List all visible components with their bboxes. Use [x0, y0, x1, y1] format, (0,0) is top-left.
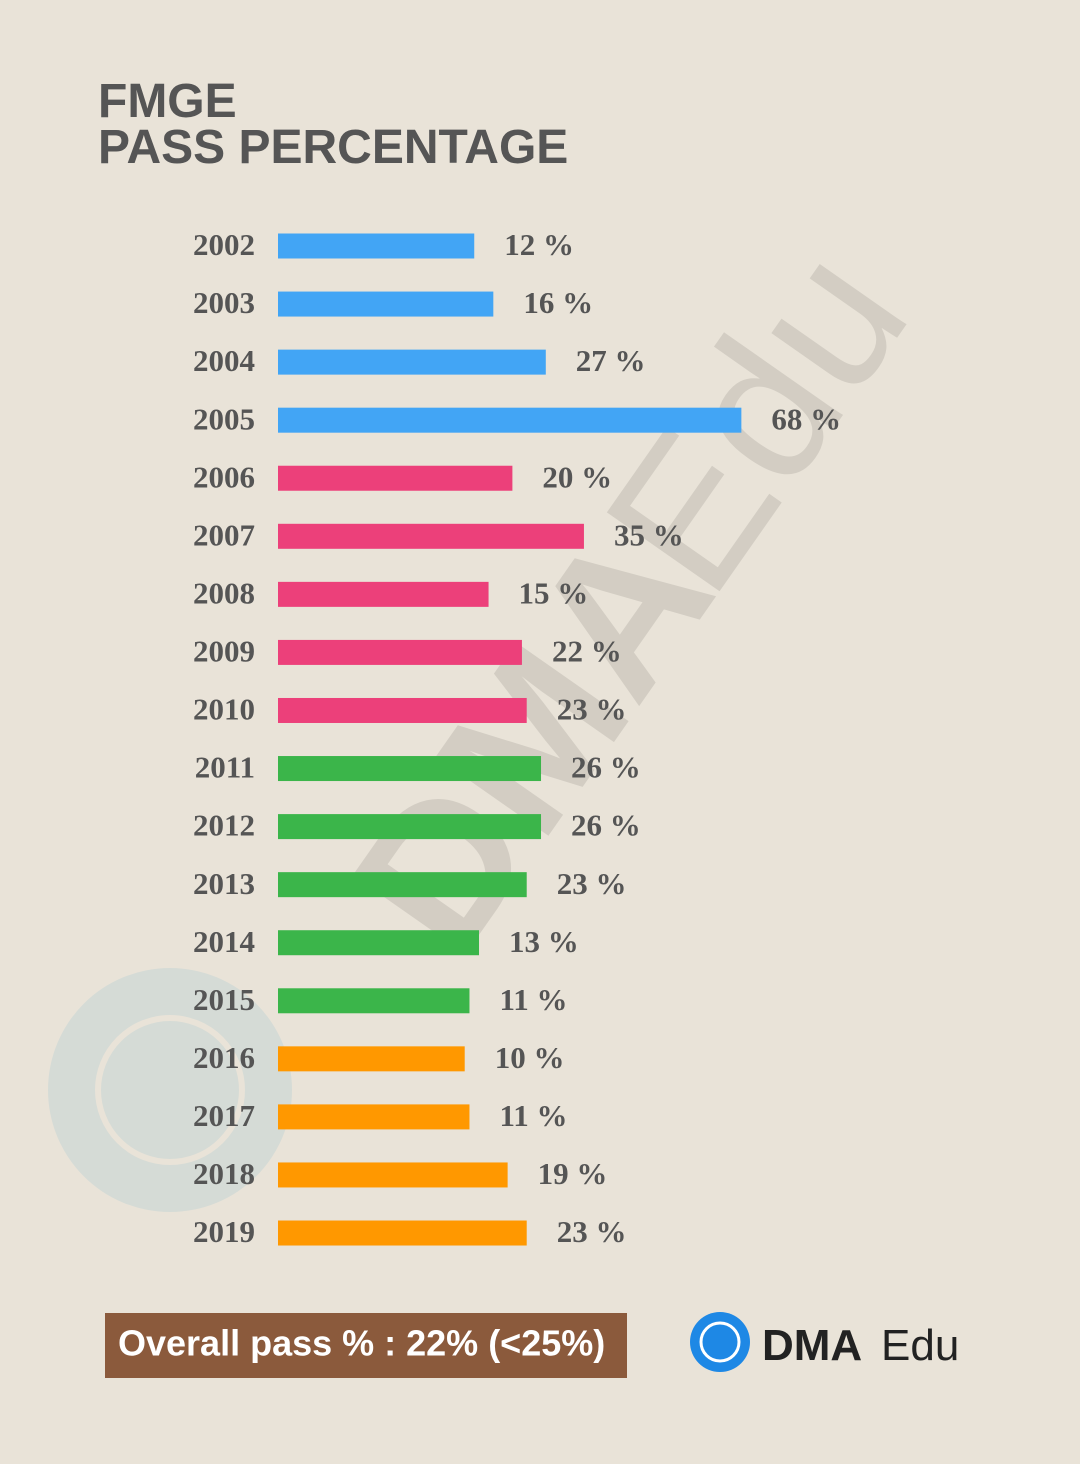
y-tick-label: 2004	[193, 343, 255, 378]
y-tick-label: 2018	[193, 1156, 255, 1191]
bar	[278, 639, 522, 665]
y-tick-label: 2012	[193, 808, 255, 843]
watermark-circle	[48, 968, 292, 1212]
y-tick-label: 2006	[193, 459, 255, 494]
chart-title: FMGE	[98, 75, 237, 128]
y-tick-label: 2002	[193, 227, 255, 262]
bar	[278, 1046, 465, 1072]
value-label: 23 %	[557, 1214, 627, 1249]
y-tick-label: 2007	[193, 517, 255, 552]
y-tick-label: 2017	[193, 1098, 255, 1133]
bar	[278, 1104, 470, 1130]
bar	[278, 697, 527, 723]
logo-bold: DMA	[762, 1321, 862, 1370]
value-label: 20 %	[542, 459, 612, 494]
y-tick-label: 2005	[193, 401, 255, 436]
y-tick-label: 2013	[193, 866, 255, 901]
value-label: 12 %	[504, 227, 574, 262]
watermark-ring	[95, 1015, 245, 1165]
bar	[278, 349, 546, 375]
value-label: 19 %	[538, 1156, 608, 1191]
annotation: Overall pass % : 22% (<25%)	[118, 1323, 605, 1364]
y-tick-label: 2016	[193, 1040, 255, 1075]
y-tick-label: 2003	[193, 285, 255, 320]
value-label: 11 %	[499, 982, 567, 1017]
value-label: 11 %	[499, 1098, 567, 1133]
bar	[278, 756, 542, 782]
value-label: 23 %	[557, 692, 627, 727]
value-label: 35 %	[614, 517, 684, 552]
annotation-box	[105, 1313, 627, 1378]
value-label: 68 %	[771, 401, 841, 436]
bar	[278, 988, 470, 1014]
y-tick-label: 2010	[193, 692, 255, 727]
bar	[278, 523, 584, 549]
value-label: 26 %	[571, 750, 641, 785]
bar	[278, 465, 513, 491]
bar	[278, 407, 742, 433]
value-label: 26 %	[571, 808, 641, 843]
bar	[278, 233, 475, 259]
value-label: 16 %	[523, 285, 593, 320]
bar	[278, 1220, 527, 1246]
y-tick-label: 2015	[193, 982, 255, 1017]
value-label: 13 %	[509, 924, 579, 959]
y-tick-label: 2008	[193, 575, 255, 610]
y-tick-label: 2009	[193, 634, 255, 669]
y-tick-label: 2019	[193, 1214, 255, 1249]
bar	[278, 930, 480, 956]
bar	[278, 291, 494, 317]
bar	[278, 814, 542, 840]
value-label: 23 %	[557, 866, 627, 901]
y-tick-label: 2014	[193, 924, 255, 959]
logo-icon	[690, 1312, 750, 1372]
value-label: 10 %	[495, 1040, 565, 1075]
value-label: 22 %	[552, 634, 622, 669]
y-tick-label: 2011	[195, 750, 255, 785]
value-label: 27 %	[576, 343, 646, 378]
value-label: 15 %	[519, 575, 589, 610]
bar	[278, 1162, 508, 1188]
logo-light: Edu	[881, 1321, 959, 1370]
bar	[278, 872, 527, 898]
logo-icon-ring	[699, 1321, 741, 1363]
bar	[278, 581, 489, 607]
chart-title: PASS PERCENTAGE	[98, 121, 568, 174]
